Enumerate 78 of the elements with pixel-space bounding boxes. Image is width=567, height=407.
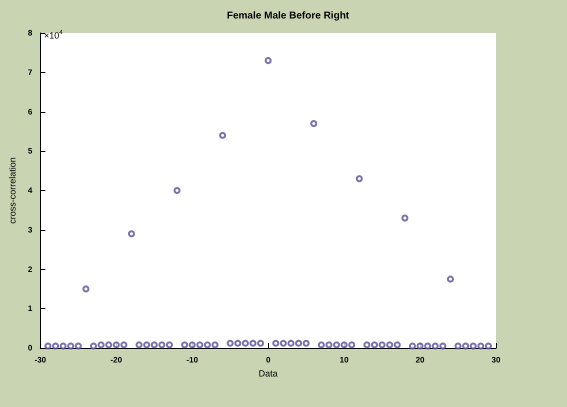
point (90, 342, 98, 350)
point (242, 340, 249, 347)
y-tick-label: 1 (28, 304, 33, 314)
x-axis-title: Data (258, 368, 278, 378)
y-tick-label: 4 (28, 186, 33, 195)
point (470, 342, 477, 350)
point (188, 341, 196, 348)
point (333, 341, 340, 348)
point (219, 132, 226, 139)
point (340, 341, 348, 348)
point (181, 341, 188, 348)
point (287, 340, 294, 347)
x-tick-label: -30 (34, 356, 47, 364)
y-tick-label: 6 (28, 107, 33, 116)
point (401, 214, 408, 222)
y-tick-label: 8 (28, 28, 33, 38)
point (158, 341, 166, 348)
point (280, 340, 287, 347)
point (295, 340, 302, 347)
point (249, 340, 256, 347)
point (454, 342, 462, 350)
x-tick-label: 10 (340, 356, 350, 364)
x-tick-label: 30 (492, 356, 501, 364)
point (136, 341, 143, 348)
point (484, 342, 492, 350)
point (432, 342, 439, 350)
y-axis-title: cross-correlation (8, 157, 18, 224)
point (356, 175, 363, 182)
y-tick-label: 0 (28, 344, 33, 352)
point (52, 342, 60, 350)
point (378, 341, 386, 348)
y-tick-label: 3 (28, 225, 33, 234)
point (318, 341, 325, 348)
point (74, 342, 82, 350)
point (363, 341, 370, 348)
point (44, 342, 52, 350)
point (424, 342, 432, 350)
point (112, 341, 120, 348)
point (120, 341, 128, 348)
point (348, 341, 356, 348)
y-tick-label: 5 (28, 146, 33, 156)
point (212, 341, 219, 348)
point (98, 341, 105, 348)
point (128, 230, 135, 238)
point (105, 341, 112, 348)
point (394, 341, 401, 348)
x-tick-label: 0 (266, 356, 271, 364)
x-tick-label: 20 (416, 356, 426, 364)
point (234, 340, 242, 347)
point (150, 341, 158, 348)
point (272, 340, 280, 347)
point (446, 276, 454, 283)
point (60, 342, 67, 350)
point (462, 342, 470, 350)
point (226, 340, 234, 347)
x-tick-label: -10 (186, 356, 199, 364)
point (439, 342, 446, 350)
chart-title: Female Male Before Right (226, 10, 350, 22)
point (196, 341, 204, 348)
point (408, 342, 416, 350)
y-tick-label: 2 (28, 264, 33, 274)
point (67, 342, 74, 350)
point (143, 341, 150, 348)
x-tick-label: -20 (110, 356, 123, 364)
point (302, 340, 310, 347)
point (371, 341, 378, 348)
point (310, 120, 318, 128)
point (204, 341, 211, 348)
point (82, 285, 90, 292)
y-tick-label: 7 (28, 68, 33, 77)
point (325, 341, 332, 348)
point (166, 341, 173, 348)
point (174, 187, 181, 194)
point (416, 342, 424, 350)
point (386, 341, 394, 348)
point (477, 342, 484, 350)
point (257, 340, 264, 347)
point (264, 57, 272, 64)
